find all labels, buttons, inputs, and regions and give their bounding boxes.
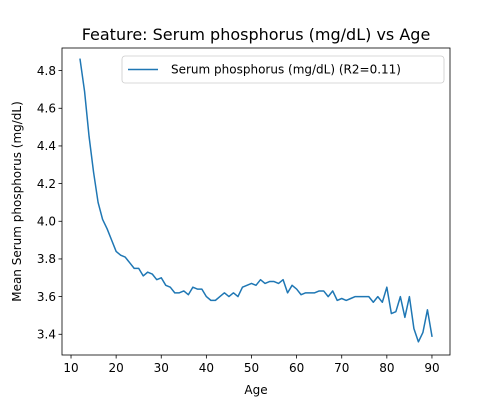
plot-frame [61, 47, 451, 356]
x-tick-label: 50 [244, 361, 259, 375]
y-tick-label: 4.8 [37, 64, 56, 78]
x-tick-label: 20 [108, 361, 123, 375]
y-tick-label: 4.6 [37, 102, 56, 116]
legend: Serum phosphorus (mg/dL) (R2=0.11) [121, 55, 445, 84]
chart-title: Feature: Serum phosphorus (mg/dL) vs Age [82, 25, 431, 44]
x-tick-label: 10 [63, 361, 78, 375]
legend-box [121, 55, 445, 84]
series-line [79, 58, 433, 343]
x-tick-label: 60 [289, 361, 304, 375]
x-tick-label: 90 [424, 361, 439, 375]
y-axis: 3.4 3.6 3.8 4.0 4.2 4.4 4.6 4.8 [37, 64, 62, 342]
x-tick-label: 30 [154, 361, 169, 375]
x-tick-label: 70 [334, 361, 349, 375]
plot-area [62, 48, 450, 355]
y-axis-label: Mean Serum phosphorus (mg/dL) [10, 101, 24, 302]
y-tick-label: 3.8 [37, 252, 56, 266]
y-tick-label: 3.6 [37, 290, 56, 304]
x-tick-label: 40 [199, 361, 214, 375]
y-tick-label: 4.0 [37, 215, 56, 229]
x-axis: 10 20 30 40 50 60 70 80 90 [63, 355, 440, 375]
series-layer [79, 58, 433, 343]
legend-label: Serum phosphorus (mg/dL) (R2=0.11) [171, 63, 401, 77]
x-axis-label: Age [244, 383, 267, 397]
y-tick-label: 3.4 [37, 328, 56, 342]
x-tick-label: 80 [379, 361, 394, 375]
y-tick-label: 4.2 [37, 177, 56, 191]
y-tick-label: 4.4 [37, 139, 56, 153]
